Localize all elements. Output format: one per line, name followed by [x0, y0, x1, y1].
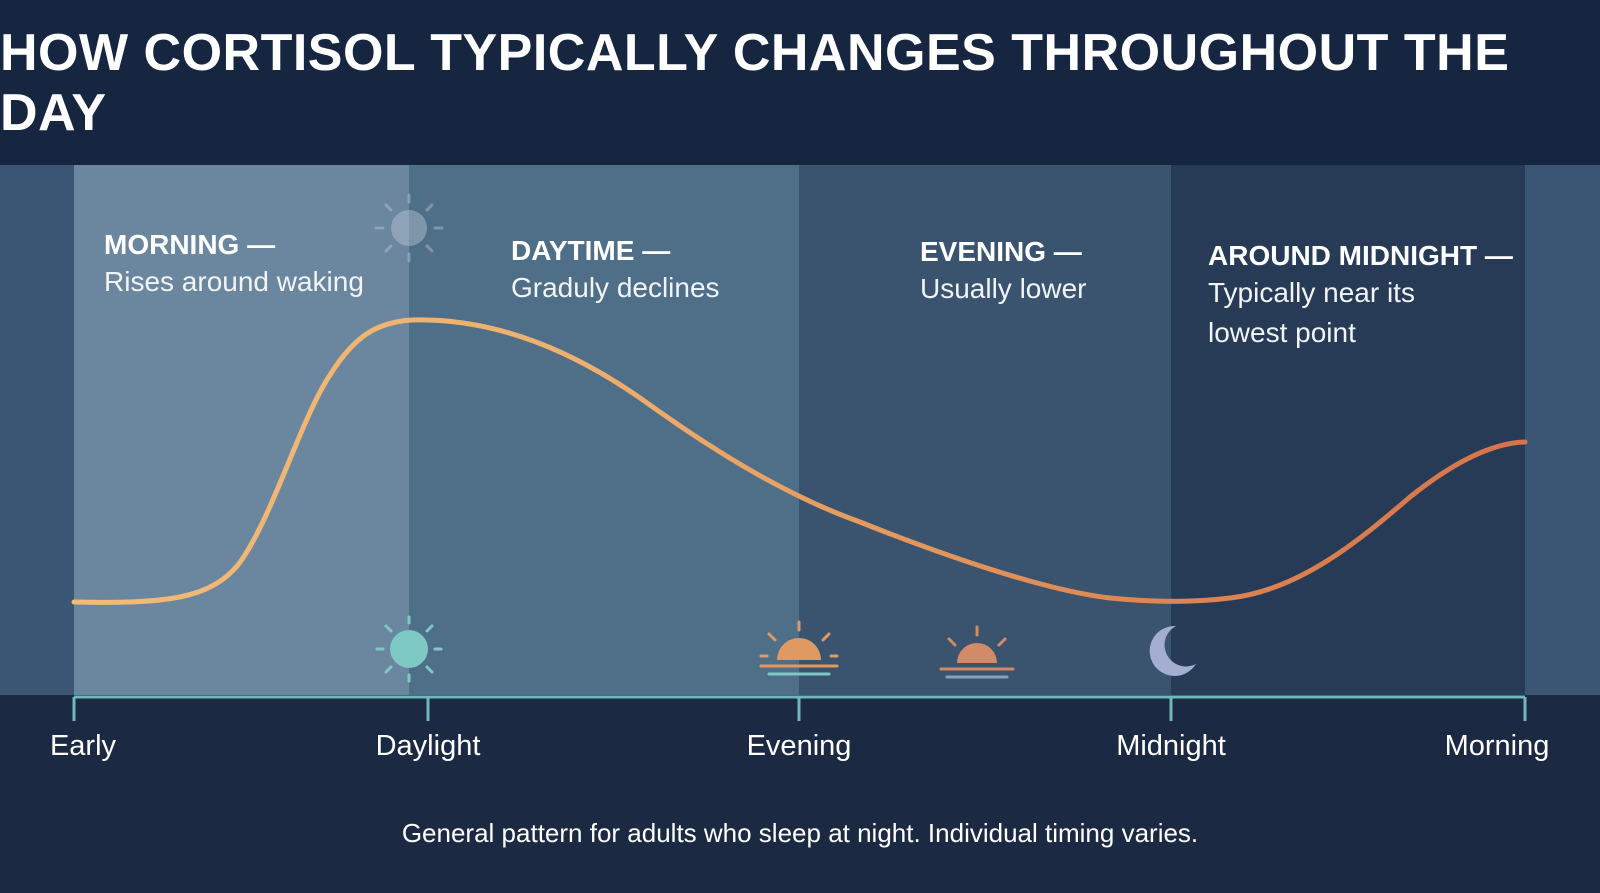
- phase-description: Usually lower: [920, 273, 1087, 304]
- sun-icon: [375, 615, 443, 683]
- footnote: General pattern for adults who sleep at …: [401, 818, 1199, 848]
- phase-title: MORNING —: [104, 229, 276, 260]
- timeline-label-midnight: Midnight: [1116, 730, 1226, 762]
- timeline-ticks: [72, 697, 1527, 721]
- chart-area: [0, 165, 1600, 695]
- midnight-band: [1171, 165, 1525, 695]
- page-title: HOW CORTISOL TYPICALLY CHANGES THROUGHOU…: [0, 0, 1600, 165]
- phase-daytime: DAYTIME — Graduly declines: [511, 234, 720, 308]
- phase-description: Rises around waking: [104, 266, 364, 297]
- phase-description: Typically near its: [1208, 277, 1415, 308]
- phase-evening: EVENING — Usually lower: [920, 235, 1087, 309]
- phase-morning: MORNING — Rises around waking: [104, 228, 364, 302]
- timeline-label-daylight: Daylight: [375, 730, 481, 762]
- sun-faded-icon: [374, 193, 444, 263]
- cortisol-curve: [71, 317, 1528, 605]
- moon-icon: [1149, 625, 1196, 676]
- phase-description: Graduly declines: [511, 272, 720, 303]
- phase-description: lowest point: [1208, 317, 1356, 348]
- daytime-band: [409, 165, 799, 695]
- phase-title: EVENING —: [920, 236, 1082, 267]
- timeline-label-morning: Morning: [1444, 730, 1550, 762]
- morning-band: [74, 165, 409, 695]
- evening-band: [799, 165, 1171, 695]
- sunset-icon: [939, 625, 1015, 679]
- phase-title: DAYTIME —: [511, 235, 671, 266]
- timeline-label-early: Early: [49, 730, 117, 762]
- sunset-icon: [759, 620, 839, 676]
- phase-around-midnight: AROUND MIDNIGHT — Typically near its low…: [1208, 239, 1528, 353]
- timeline-label-evening: Evening: [746, 730, 852, 762]
- phase-title: AROUND MIDNIGHT —: [1208, 240, 1513, 271]
